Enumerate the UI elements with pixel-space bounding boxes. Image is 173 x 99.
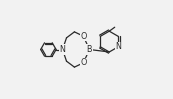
Text: O: O bbox=[80, 32, 86, 41]
Text: N: N bbox=[60, 45, 65, 54]
Text: N: N bbox=[115, 42, 121, 51]
Text: B: B bbox=[87, 45, 92, 54]
Text: O: O bbox=[80, 58, 86, 67]
